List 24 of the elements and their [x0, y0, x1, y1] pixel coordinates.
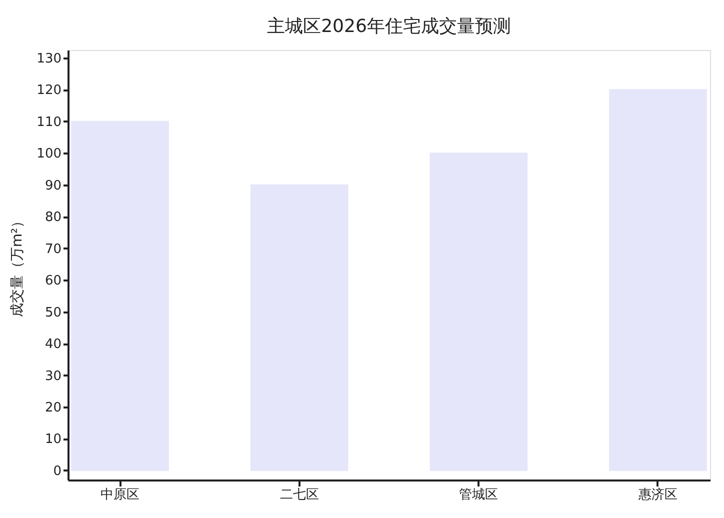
y-axis-title: 成交量（万m²） — [10, 214, 26, 318]
y-tick-label: 60 — [44, 274, 62, 289]
y-tick-label: 70 — [44, 242, 62, 257]
y-tick-label: 10 — [44, 432, 62, 448]
bar — [250, 184, 348, 471]
y-tick-label: 80 — [44, 210, 62, 226]
bar — [430, 152, 528, 471]
y-tick-label: 50 — [44, 305, 62, 320]
y-tick-label: 130 — [36, 51, 62, 66]
bar — [609, 89, 707, 471]
y-tick-label: 90 — [44, 178, 62, 194]
y-tick-label: 0 — [53, 464, 62, 479]
y-tick-label: 40 — [44, 337, 62, 352]
y-tick-label: 110 — [36, 114, 62, 130]
y-tick-label: 20 — [44, 400, 62, 416]
y-tick-label: 30 — [44, 368, 62, 384]
x-tick-label: 管城区 — [459, 488, 498, 502]
x-tick-label: 中原区 — [100, 488, 140, 502]
x-tick-label: 二七区 — [280, 488, 319, 502]
y-tick-label: 120 — [36, 83, 62, 98]
chart-title: 主城区2026年住宅成交量预测 — [267, 16, 511, 37]
bar — [71, 120, 169, 471]
x-tick-label: 惠济区 — [637, 488, 678, 502]
y-tick-label: 100 — [36, 146, 62, 162]
